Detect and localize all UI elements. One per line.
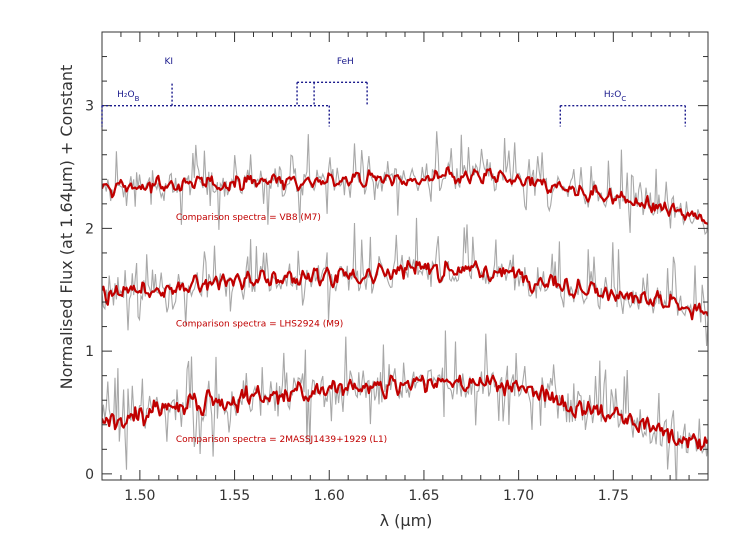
comparison-spectrum-line-2 <box>102 260 708 321</box>
h2oc-label: H₂OC <box>604 90 626 103</box>
feature-feh: FeH <box>296 57 368 106</box>
y-tick-label: 3 <box>85 99 94 115</box>
x-tick-label: 1.75 <box>598 488 629 504</box>
x-tick-label: 1.65 <box>408 488 439 504</box>
feature-h2ob: H₂OB <box>101 90 330 127</box>
axis-ticks: 1.50 1.55 1.60 1.65 1.70 1.75 0 1 2 3 <box>85 32 709 504</box>
y-tick-label: 0 <box>85 467 94 483</box>
feature-h2oc: H₂OC <box>559 90 686 127</box>
x-tick-label: 1.55 <box>219 488 250 504</box>
comparison-spectrum-line-1 <box>102 166 708 225</box>
y-axis-title: Normalised Flux (at 1.64μm) + Constant <box>57 65 76 390</box>
comparison-spectrum-line-3 <box>102 374 708 451</box>
feh-label: FeH <box>337 57 354 67</box>
target-spectrum-line-1 <box>102 131 708 236</box>
y-tick-label: 1 <box>85 344 94 360</box>
h2ob-label: H₂OB <box>117 90 139 103</box>
plot-area <box>102 131 708 480</box>
x-axis-title: λ (μm) <box>380 511 433 530</box>
x-tick-label: 1.50 <box>124 488 155 504</box>
comparison-label-1: Comparison spectra = VB8 (M7) <box>176 213 321 223</box>
feature-markers: H₂OB KI FeH H₂OC <box>101 57 686 127</box>
comparison-label-2: Comparison spectra = LHS2924 (M9) <box>176 320 343 330</box>
x-tick-label: 1.70 <box>503 488 534 504</box>
x-tick-label: 1.60 <box>314 488 345 504</box>
ki-label: KI <box>164 57 173 67</box>
comparison-label-3: Comparison spectra = 2MASSJ1439+1929 (L1… <box>176 435 387 445</box>
feature-ki: KI <box>164 57 173 106</box>
y-tick-label: 2 <box>85 221 94 237</box>
